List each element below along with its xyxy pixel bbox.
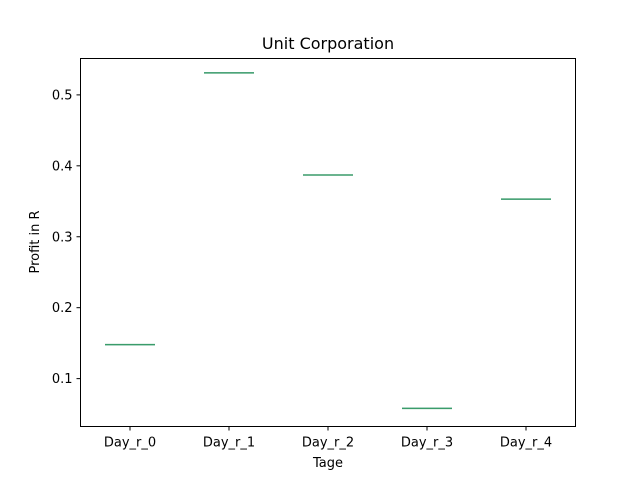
axes-frame [80, 58, 576, 427]
y-tick-label: 0.1 [52, 372, 73, 387]
y-tick-label: 0.3 [52, 230, 73, 245]
chart-title: Unit Corporation [262, 34, 394, 53]
x-tick-label: Day_r_1 [203, 436, 255, 451]
y-axis-label: Profit in R [28, 210, 43, 273]
x-tick-label: Day_r_4 [500, 436, 552, 451]
y-tick-label: 0.4 [52, 159, 73, 174]
x-tick-label: Day_r_0 [104, 436, 156, 451]
y-tick-label: 0.2 [52, 301, 73, 316]
plot-area [105, 72, 551, 410]
x-tick-label: Day_r_2 [302, 436, 354, 451]
x-axis-label: Tage [312, 456, 343, 471]
y-tick-label: 0.5 [52, 88, 73, 103]
x-tick-label: Day_r_3 [401, 436, 453, 451]
